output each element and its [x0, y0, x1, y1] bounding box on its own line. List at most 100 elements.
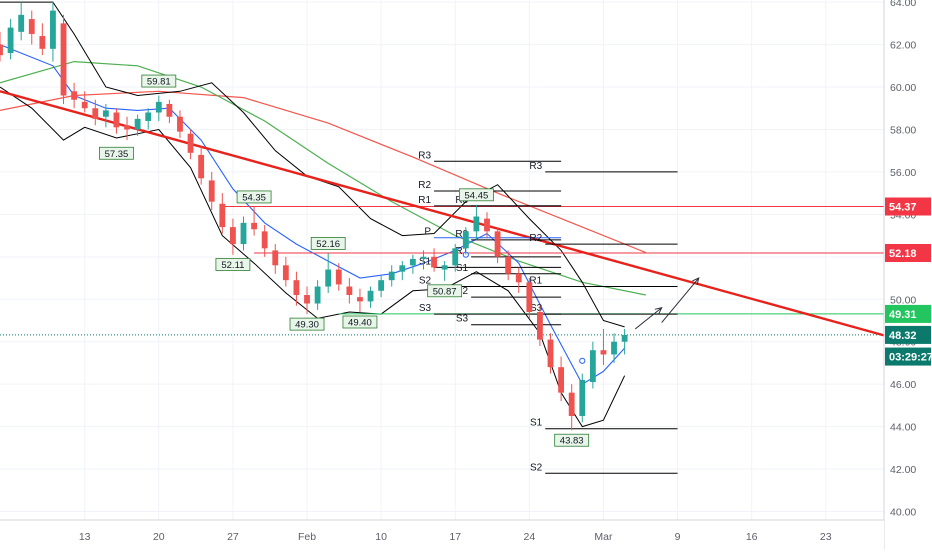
candle-body — [155, 101, 162, 113]
time-tick-label: 24 — [523, 531, 535, 543]
candle-body — [208, 180, 215, 202]
pivot-price-label: 54.45 — [459, 188, 494, 201]
pivot-level-label: S3 — [530, 303, 543, 314]
candle-body — [558, 367, 565, 393]
candle-body — [335, 269, 342, 285]
price-badge-label: 49.31 — [889, 309, 917, 321]
price-badge-label: 52.18 — [889, 248, 917, 260]
price-badge: 52.18 — [885, 243, 931, 262]
pivot-level-label: R1 — [455, 246, 468, 257]
pivot-price-label: 52.16 — [310, 237, 346, 250]
pivot-level-label: R2 — [418, 180, 431, 191]
pivot-level-label: S1 — [419, 256, 432, 267]
time-tick-label: Mar — [594, 531, 613, 543]
time-axis: 13 20 27 Feb 10 17 24 Mar 9 16 23 — [0, 519, 884, 550]
candle-body — [18, 14, 25, 32]
pivot-level-label: S1 — [456, 263, 469, 274]
candles — [0, 2, 628, 431]
pivot-price-label: 59.81 — [141, 74, 177, 88]
candle-body — [251, 222, 257, 230]
price-badge: 48.32 — [885, 325, 931, 344]
candle-body — [579, 379, 586, 416]
candle-body — [505, 256, 512, 274]
candle-body — [325, 269, 332, 287]
time-tick-label: 9 — [675, 531, 681, 543]
time-tick-label: 10 — [375, 531, 387, 543]
price-tick-label: 64.00 — [890, 0, 916, 9]
candle-body — [357, 297, 363, 302]
pivot-price-label: 54.35 — [236, 190, 272, 203]
pivot-marker — [579, 357, 586, 364]
pivot-price-label: 52.11 — [215, 258, 251, 271]
pivot-level-label: P — [424, 227, 431, 238]
price-tick-label: 60.00 — [890, 82, 916, 94]
grid — [0, 0, 884, 520]
candle-body — [420, 256, 427, 259]
candle-body — [526, 282, 533, 312]
pivot-price-text: 43.83 — [560, 436, 584, 447]
pivot-level-label: S3 — [419, 303, 432, 314]
pivot-level-label: R1 — [418, 195, 431, 206]
candle-body — [60, 23, 67, 96]
candle-body — [367, 290, 374, 302]
price-tick-label: 46.00 — [890, 379, 916, 391]
candle-body — [102, 110, 109, 117]
candle-body — [50, 10, 56, 49]
pivot-level-label: R3 — [418, 150, 431, 161]
price-badge-label: 48.32 — [889, 330, 917, 342]
projection-arrow-head — [692, 277, 700, 285]
candle-body — [473, 216, 480, 232]
candle-body — [240, 222, 247, 245]
candle-body — [452, 248, 459, 266]
pivot-level-label: R2 — [455, 229, 468, 240]
pivot-level-label: S3 — [456, 314, 469, 325]
moving-average-line — [0, 90, 647, 254]
price-tick-label: 42.00 — [890, 464, 916, 476]
candle-body — [81, 101, 88, 109]
price-badge: 49.31 — [885, 304, 931, 323]
pivot-level-label: S1 — [530, 418, 543, 429]
projection-arrow — [661, 277, 700, 323]
pivot-price-text: 54.35 — [242, 192, 266, 203]
candle-body — [124, 125, 130, 130]
pivot-price-text: 54.45 — [465, 190, 489, 201]
candle-body — [378, 280, 385, 291]
pivot-level-label: R2 — [529, 233, 542, 244]
candle-body — [272, 250, 279, 266]
pivot-set-3: R3 R2 R1 S3 S1 S2 — [529, 161, 678, 474]
time-tick-label: 20 — [153, 531, 165, 543]
price-badge-label: 54.37 — [889, 202, 917, 214]
candle-body — [39, 36, 46, 49]
candle-body — [494, 231, 501, 257]
trendline — [0, 90, 885, 337]
candle-body — [71, 91, 78, 100]
candle-body — [198, 154, 205, 179]
candle-body — [462, 231, 469, 249]
time-tick-label: Feb — [298, 531, 316, 543]
pivot-price-label: 49.40 — [342, 315, 378, 329]
pivot-price-text: 50.87 — [433, 286, 457, 297]
candle-body — [0, 44, 3, 56]
candle-body — [92, 108, 99, 119]
time-tick-label: 27 — [227, 531, 239, 543]
price-badge: 03:29:27 — [885, 347, 932, 366]
candle-body — [399, 265, 406, 272]
candle-body — [568, 392, 575, 416]
candle-body — [282, 265, 289, 281]
price-tick-label: 58.00 — [890, 124, 916, 136]
candle-body — [187, 133, 194, 153]
candle-body — [589, 350, 596, 383]
price-tick-label: 56.00 — [890, 167, 916, 179]
pivot-level-label: R1 — [529, 276, 542, 287]
candle-body — [484, 218, 490, 232]
price-tick-label: 40.00 — [890, 507, 916, 519]
pivot-level-label: S2 — [530, 462, 543, 473]
candle-body — [547, 339, 554, 368]
pivot-price-text: 57.35 — [105, 149, 129, 160]
projection-arrow-head — [654, 307, 663, 315]
candle-body — [113, 112, 120, 128]
candle-body — [621, 334, 628, 342]
candle-body — [7, 27, 14, 54]
